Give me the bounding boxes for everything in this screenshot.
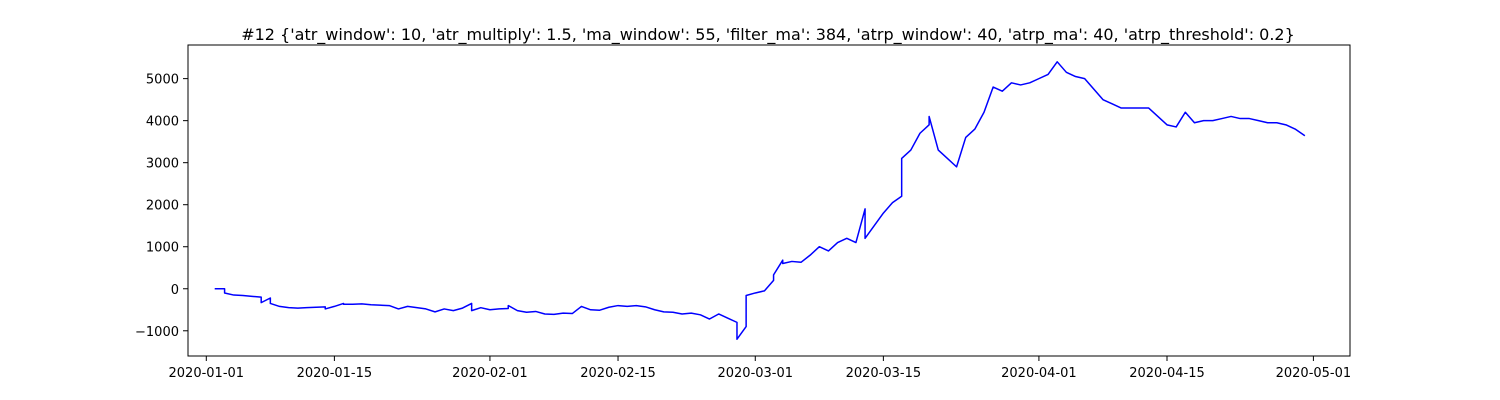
x-tick-label: 2020-01-01 [169, 366, 245, 381]
y-tick-label: 1000 [146, 241, 179, 256]
axes-layer: 2020-01-01 2020-01-15 2020-02-01 2020-02-15… [135, 44, 1352, 381]
x-tick-label: 2020-05-01 [1276, 366, 1352, 381]
x-tick-label: 2020-02-15 [580, 366, 656, 381]
chart-title: #12 {'atr_window': 10, 'atr_multiply': 1… [241, 25, 1295, 45]
x-tick-label: 2020-04-15 [1129, 366, 1205, 381]
y-tick-label: 0 [171, 283, 179, 298]
y-tick-label: 3000 [146, 157, 179, 172]
y-tick-label: 4000 [146, 115, 179, 130]
x-tick-label: 2020-02-01 [452, 366, 528, 381]
y-tick-label: 5000 [146, 73, 179, 88]
x-tick-label: 2020-03-01 [717, 366, 793, 381]
series-line [214, 61, 1306, 340]
y-tick-label: 2000 [146, 199, 179, 214]
y-tick-label: −1000 [135, 325, 179, 340]
x-tick-label: 2020-04-01 [1001, 366, 1077, 381]
x-tick-label: 2020-01-15 [297, 366, 373, 381]
x-tick-label: 2020-03-15 [846, 366, 922, 381]
plot-frame [187, 44, 1351, 357]
plot-layer [214, 61, 1306, 340]
